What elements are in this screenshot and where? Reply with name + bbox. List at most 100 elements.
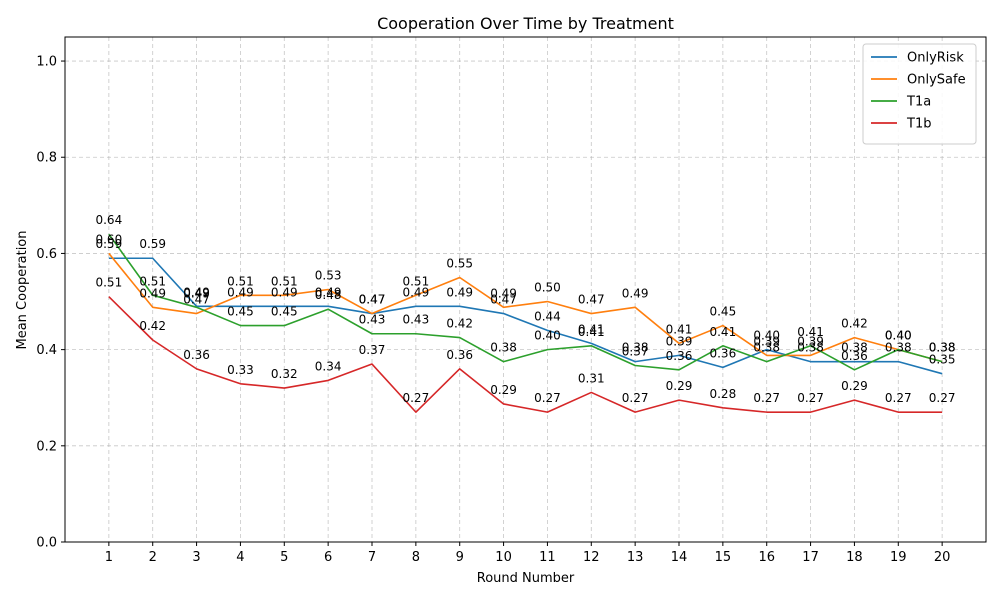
data-label-onlysafe: 0.49 [490,286,517,300]
data-label-t1a: 0.64 [95,213,122,227]
x-tick-label: 3 [192,550,200,565]
data-label-t1a: 0.49 [183,286,210,300]
axis-ticks: 1 2 3 4 5 6 7 8 9 10 11 12 13 14 15 16 17 18 19 200.00.20.4… [36,55,950,565]
data-label-t1b: 0.32 [271,367,298,381]
data-label-t1b: 0.29 [841,379,868,393]
data-label-t1a: 0.38 [753,341,780,355]
series-line-onlyrisk [108,257,943,375]
data-label-onlysafe: 0.38 [929,341,956,355]
x-tick-label: 14 [671,550,688,565]
x-tick-label: 7 [368,550,376,565]
data-label-t1a: 0.41 [578,325,605,339]
data-label-onlyrisk: 0.49 [402,285,429,299]
data-label-onlyrisk: 0.59 [139,237,166,251]
x-tick-label: 9 [456,550,464,565]
y-tick-label: 0.4 [36,343,57,358]
data-label-t1b: 0.37 [359,343,386,357]
data-label-t1a: 0.38 [929,341,956,355]
legend-entry-t1a: T1a [906,95,931,110]
data-label-onlysafe: 0.49 [139,286,166,300]
data-labels: 0.59 0.590.49 0.49 0.49 0.490.470.49 0.490.47… [95,213,955,405]
data-label-t1a: 0.43 [402,313,429,327]
data-label-onlysafe: 0.53 [315,269,342,283]
legend: OnlyRisk OnlySafe T1a T1b [862,43,977,145]
y-tick-label: 0.8 [36,151,57,166]
data-label-onlysafe: 0.55 [446,256,473,270]
series-line-t1b [108,296,943,413]
data-label-t1b: 0.27 [622,391,649,405]
data-label-onlyrisk: 0.36 [709,346,736,360]
data-label-onlysafe: 0.51 [402,274,429,288]
data-label-t1a: 0.36 [666,349,693,363]
data-label-t1a: 0.40 [885,329,912,343]
data-label-t1b: 0.33 [227,363,254,377]
x-tick-label: 10 [495,550,512,565]
x-tick-label: 12 [583,550,600,565]
x-tick-label: 2 [149,550,157,565]
data-label-onlyrisk: 0.38 [622,341,649,355]
data-label-t1b: 0.27 [929,391,956,405]
data-label-onlyrisk: 0.38 [797,341,824,355]
data-label-t1a: 0.48 [315,288,342,302]
x-tick-label: 8 [412,550,420,565]
x-tick-label: 4 [236,550,244,565]
data-label-t1a: 0.41 [797,325,824,339]
data-label-onlyrisk: 0.38 [885,341,912,355]
series-line-onlysafe [108,252,943,363]
data-label-t1a: 0.38 [490,341,517,355]
x-tick-label: 1 [105,550,113,565]
x-tick-label: 11 [539,550,556,565]
data-label-t1a: 0.40 [534,329,561,343]
data-label-onlyrisk: 0.47 [359,293,386,307]
data-label-onlysafe: 0.42 [841,317,868,331]
data-label-onlysafe: 0.50 [534,281,561,295]
data-label-t1b: 0.36 [183,348,210,362]
data-label-onlysafe: 0.47 [578,293,605,307]
x-axis-label: Round Number [477,571,575,586]
legend-entry-t1b: T1b [906,117,931,132]
data-label-t1b: 0.28 [709,387,736,401]
data-label-t1b: 0.42 [139,319,166,333]
data-label-onlysafe: 0.41 [666,322,693,336]
data-label-onlysafe: 0.49 [622,286,649,300]
data-label-t1b: 0.27 [534,391,561,405]
data-label-t1a: 0.37 [622,344,649,358]
y-tick-label: 0.2 [36,439,57,454]
data-label-t1a: 0.51 [139,274,166,288]
data-label-onlyrisk: 0.40 [753,329,780,343]
y-tick-label: 0.0 [36,536,57,551]
data-label-t1b: 0.34 [315,359,342,373]
data-label-t1a: 0.41 [709,325,736,339]
series-lines [108,233,943,413]
data-label-t1b: 0.31 [578,371,605,385]
data-label-onlysafe: 0.40 [885,329,912,343]
data-label-onlyrisk: 0.59 [95,237,122,251]
grid-layer [65,37,986,543]
data-label-onlyrisk: 0.47 [490,293,517,307]
x-tick-label: 16 [758,550,775,565]
chart-title: Cooperation Over Time by Treatment [377,14,674,33]
data-label-t1b: 0.27 [885,391,912,405]
data-label-onlysafe: 0.39 [797,334,824,348]
data-label-onlysafe: 0.51 [271,274,298,288]
data-label-t1a: 0.36 [841,349,868,363]
x-tick-label: 20 [934,550,951,565]
data-label-onlyrisk: 0.35 [929,353,956,367]
data-label-t1b: 0.29 [666,379,693,393]
data-label-onlysafe: 0.39 [753,334,780,348]
data-label-onlyrisk: 0.49 [183,285,210,299]
legend-box [862,43,977,145]
data-label-onlyrisk: 0.41 [578,322,605,336]
series-line-t1a [108,233,943,371]
y-tick-label: 0.6 [36,247,57,262]
data-label-t1b: 0.27 [402,391,429,405]
data-label-onlyrisk: 0.39 [666,334,693,348]
x-tick-label: 6 [324,550,332,565]
x-tick-label: 5 [280,550,288,565]
data-label-onlyrisk: 0.49 [271,285,298,299]
data-label-onlyrisk: 0.44 [534,309,561,323]
data-label-t1a: 0.43 [359,313,386,327]
plot-frame [64,36,987,543]
data-label-t1b: 0.27 [753,391,780,405]
